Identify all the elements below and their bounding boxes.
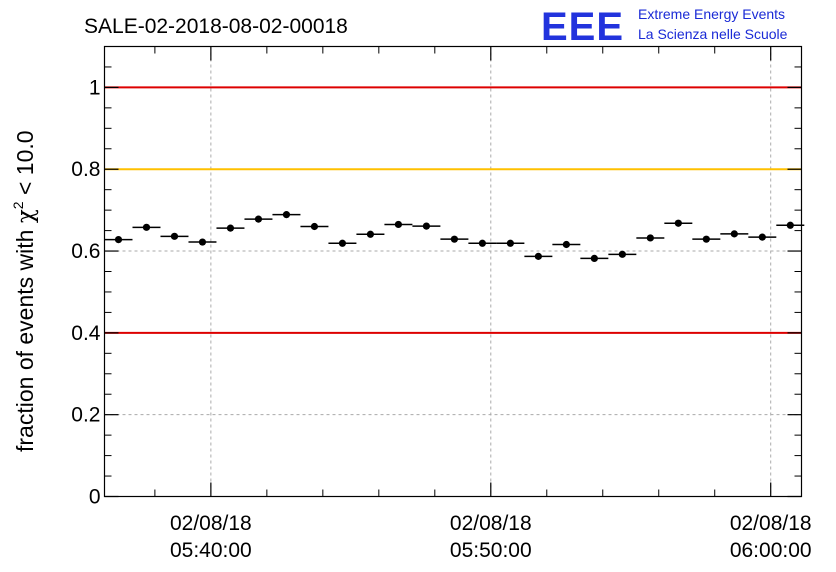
data-point	[748, 233, 777, 241]
data-point	[524, 252, 553, 260]
plot-frame	[103, 45, 803, 498]
logo-line1: Extreme Energy Events	[638, 6, 785, 22]
data-point-marker	[786, 221, 794, 229]
data-point-marker	[450, 235, 458, 243]
data-point-marker	[366, 230, 375, 238]
data-point	[440, 235, 469, 243]
data-point	[608, 250, 637, 258]
data-point	[272, 211, 301, 219]
data-point-marker	[506, 239, 514, 247]
y-axis-label: fraction of events with χ2 < 10.0	[10, 130, 39, 452]
data-point-marker	[590, 254, 598, 263]
x-tick-time: 05:50:00	[450, 539, 532, 562]
data-point-marker	[282, 211, 291, 219]
y-tick-labels: 0 0.2 0.4 0.6 0.8 1	[71, 76, 101, 508]
data-point	[720, 230, 749, 238]
logo-line2: La Scienza nelle Scuole	[638, 26, 788, 42]
eee-logo: EEE Extreme Energy Events La Scienza nel…	[541, 5, 788, 49]
data-point-marker	[702, 235, 710, 243]
y-tick-label: 0.8	[71, 158, 100, 181]
data-point	[636, 234, 665, 242]
data-point	[132, 223, 161, 231]
data-point-marker	[758, 233, 766, 241]
data-point	[160, 232, 189, 240]
data-point	[244, 215, 273, 223]
data-point-marker	[170, 232, 179, 240]
data-point	[552, 240, 581, 249]
data-point	[300, 222, 329, 231]
y-axis-label-symbol: χ	[13, 209, 39, 223]
data-point	[692, 235, 721, 243]
data-point	[384, 220, 413, 229]
data-point-marker	[198, 238, 207, 246]
data-point-marker	[114, 235, 123, 244]
data-point	[216, 224, 245, 232]
data-point-marker	[478, 239, 486, 247]
y-tick-label: 0.6	[71, 240, 100, 263]
chart-title: SALE-02-2018-08-02-00018	[84, 15, 348, 38]
data-point-marker	[254, 215, 263, 223]
data-point	[104, 235, 133, 244]
data-point-marker	[730, 230, 738, 238]
data-point	[188, 238, 217, 246]
x-tick-date: 02/08/18	[730, 512, 812, 535]
data-point-marker	[674, 219, 682, 227]
y-axis-label-suffix: < 10.0	[12, 130, 38, 201]
axis-ticks	[104, 46, 802, 498]
data-point	[412, 222, 441, 230]
grid	[104, 46, 802, 497]
data-point-marker	[310, 222, 319, 231]
x-tick-date: 02/08/18	[170, 512, 252, 535]
data-point	[468, 239, 497, 247]
y-axis-label-prefix: fraction of events with	[12, 223, 38, 452]
data-point	[328, 239, 357, 247]
y-tick-label: 0.4	[71, 322, 101, 345]
reference-lines	[104, 86, 802, 334]
data-point	[580, 254, 609, 263]
data-point-marker	[338, 239, 347, 247]
data-point-marker	[422, 222, 431, 230]
x-tick-labels: 02/08/18 05:40:00 02/08/18 05:50:00 02/08/18…	[170, 512, 812, 562]
data-point-marker	[618, 250, 626, 258]
data-point-marker	[226, 224, 235, 232]
y-tick-label: 0	[89, 486, 101, 509]
data-point	[356, 230, 385, 238]
x-tick-time: 06:00:00	[730, 539, 812, 562]
data-point-marker	[394, 220, 403, 229]
data-point	[496, 239, 525, 247]
data-point	[664, 219, 693, 227]
data-points	[104, 211, 805, 263]
data-point-marker	[534, 252, 542, 260]
data-point-marker	[646, 234, 654, 242]
data-point	[776, 221, 805, 229]
x-tick-date: 02/08/18	[450, 512, 532, 535]
y-axis-label-superscript: 2	[10, 201, 26, 209]
data-point-marker	[562, 240, 570, 249]
data-point-marker	[142, 223, 151, 231]
y-tick-label: 1	[89, 76, 101, 99]
x-tick-time: 05:40:00	[170, 539, 252, 562]
logo-mark: EEE	[541, 5, 624, 49]
y-tick-label: 0.2	[71, 404, 100, 427]
